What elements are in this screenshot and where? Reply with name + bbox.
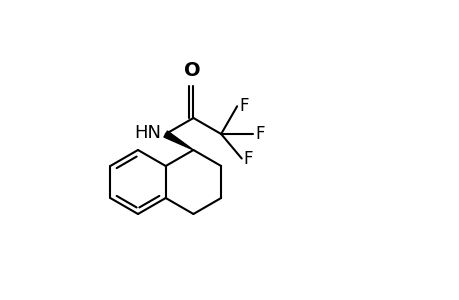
Text: F: F — [239, 97, 248, 115]
Text: HN: HN — [134, 124, 162, 142]
Text: O: O — [184, 61, 200, 80]
Text: F: F — [243, 149, 252, 167]
Text: F: F — [255, 125, 264, 143]
Polygon shape — [163, 131, 193, 150]
